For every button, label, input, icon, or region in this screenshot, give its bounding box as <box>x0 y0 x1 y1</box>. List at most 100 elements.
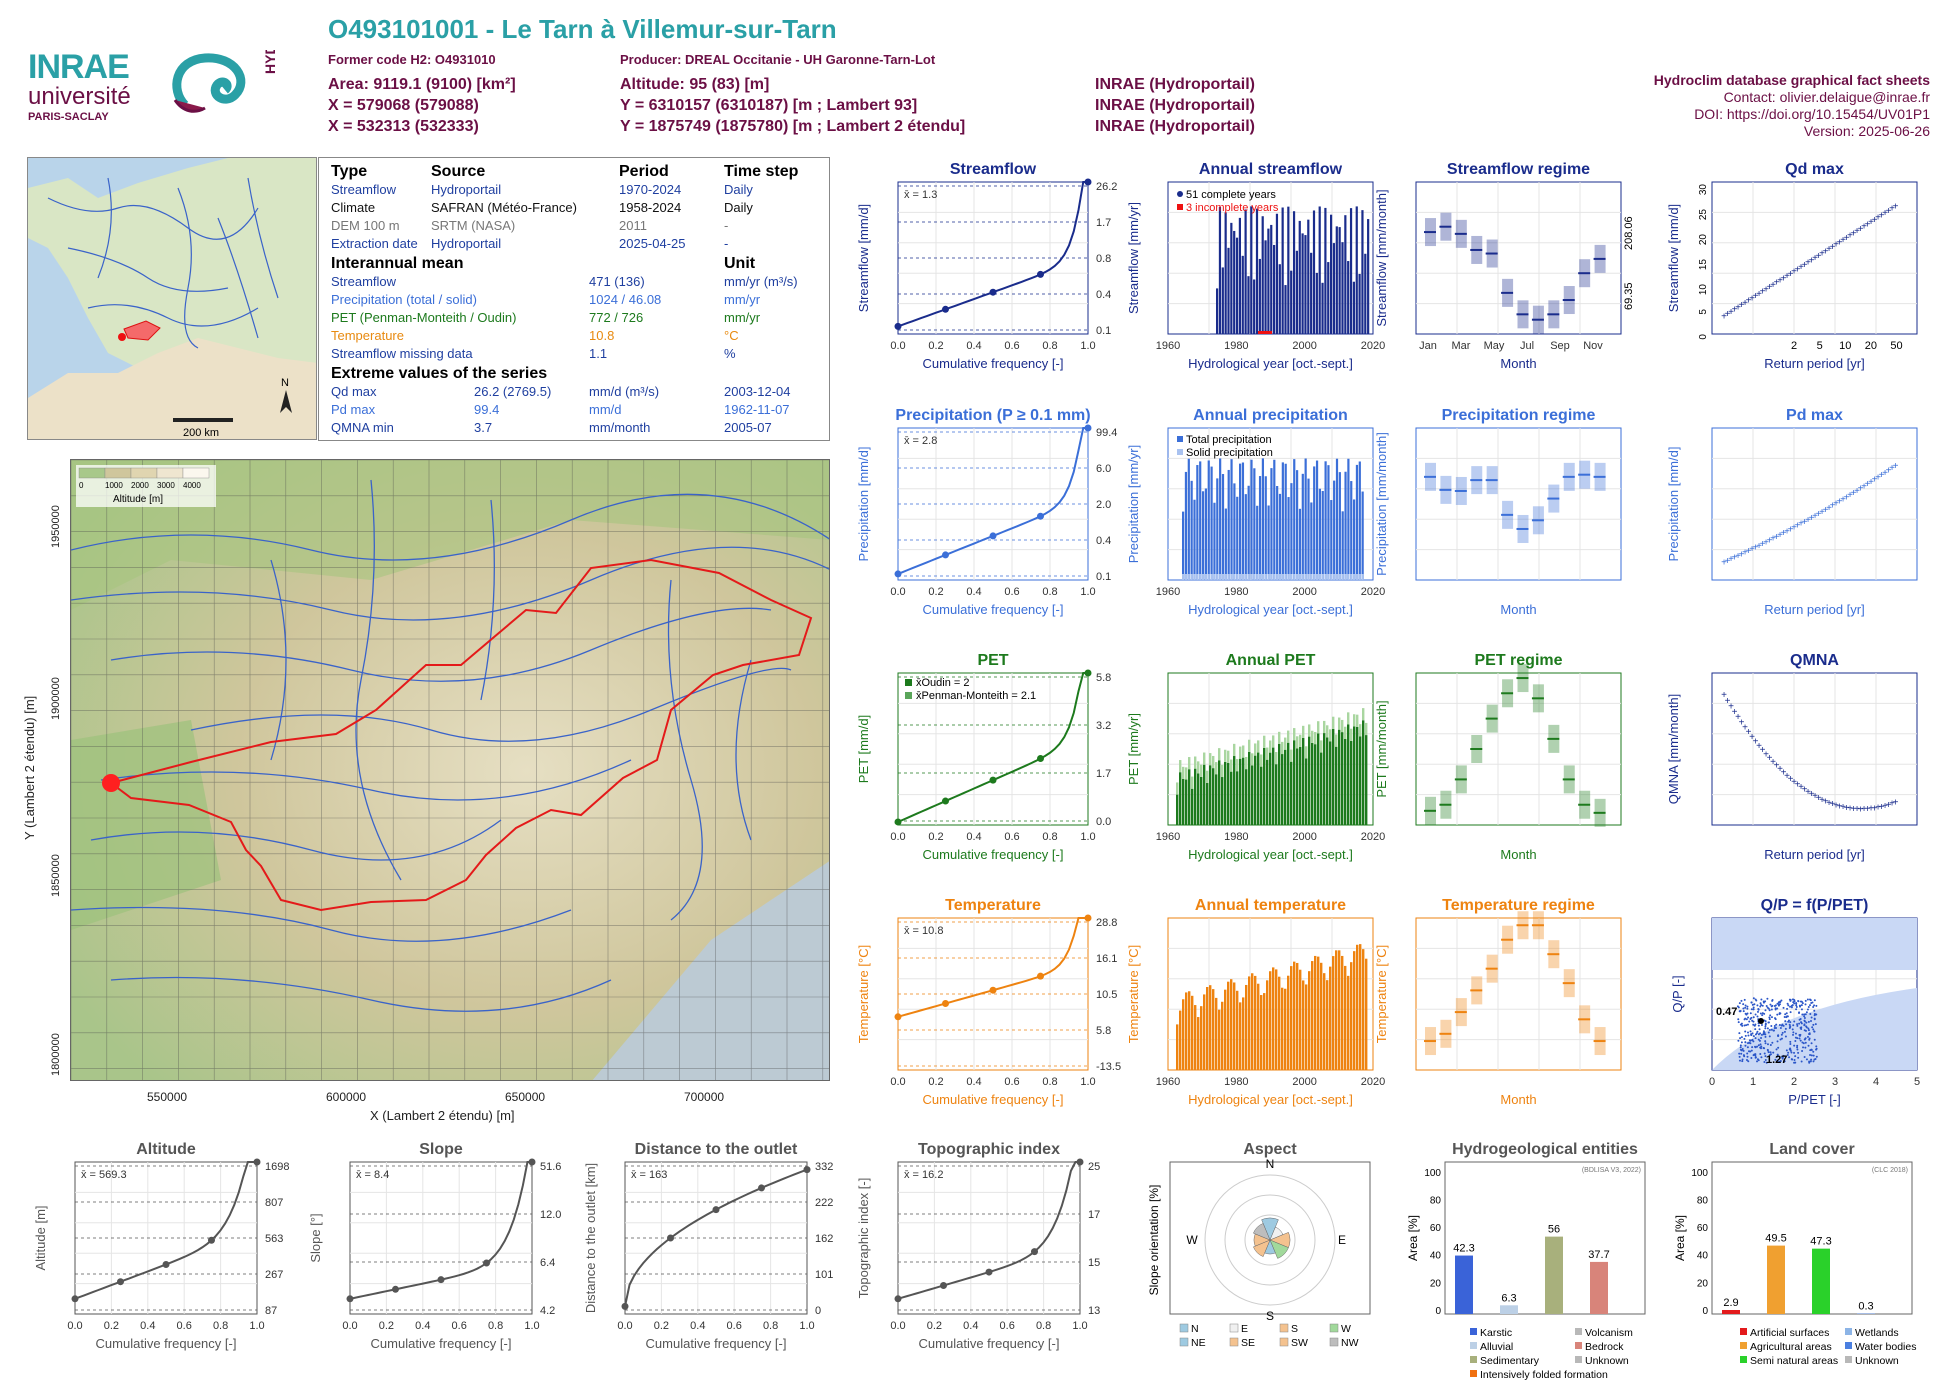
bar <box>1336 459 1338 580</box>
data-point <box>1793 1002 1795 1004</box>
data-point <box>1776 1014 1778 1016</box>
bar <box>1236 497 1238 580</box>
bar <box>1206 987 1208 1070</box>
compass-label: E <box>1338 1233 1346 1247</box>
x-tick: 0.4 <box>966 1076 981 1088</box>
chart-title: Precipitation (P ≥ 0.1 mm) <box>895 407 1090 424</box>
compass-label: S <box>1266 1309 1274 1323</box>
quantile-point <box>529 1159 536 1166</box>
quantile-point <box>713 1206 720 1213</box>
legend-swatch <box>1280 1324 1288 1332</box>
bar <box>1320 753 1322 825</box>
data-point <box>1784 1031 1786 1033</box>
bar-solid <box>1230 574 1232 580</box>
bar-solid <box>1347 574 1349 580</box>
bar <box>1365 959 1367 1070</box>
data-point <box>1806 1058 1808 1060</box>
bar <box>1254 756 1256 825</box>
x-tick: 2020 <box>1361 1076 1385 1088</box>
quantile-point <box>942 551 949 558</box>
bar <box>1191 789 1193 825</box>
bar-solid <box>1325 574 1327 580</box>
y-label: Precipitation [mm/month] <box>1374 432 1389 576</box>
bar <box>1188 991 1190 1070</box>
right-label: 1.7 <box>1096 217 1111 229</box>
bar <box>1203 994 1205 1070</box>
x-tick: 5 <box>1817 340 1823 352</box>
x-tick: Sep <box>1550 340 1570 352</box>
data-point <box>1810 1059 1812 1061</box>
y-label: Slope [°] <box>308 1213 323 1262</box>
bar <box>1225 212 1227 334</box>
bar <box>1267 229 1269 334</box>
bar <box>1305 758 1307 825</box>
data-point <box>1767 1027 1769 1029</box>
data-point <box>1767 1049 1769 1051</box>
data-point <box>1780 999 1782 1001</box>
chart-annual_precip: Annual precipitationHydrological year [o… <box>1126 407 1385 617</box>
bar-pm <box>1236 759 1238 771</box>
right-label: 4.2 <box>540 1305 555 1317</box>
bar <box>1290 762 1292 825</box>
chart-title: Annual precipitation <box>1193 407 1348 424</box>
data-point <box>1805 1003 1807 1005</box>
x-tick: 1960 <box>1156 340 1180 352</box>
bar <box>1284 989 1286 1070</box>
quantile-point <box>895 570 902 577</box>
data-point <box>1763 1013 1765 1015</box>
legend-label: S <box>1291 1323 1298 1335</box>
annot: 0.47 <box>1716 1006 1737 1018</box>
legend-swatch <box>1180 1324 1188 1332</box>
data-point <box>1792 1028 1794 1030</box>
bar-solid <box>1265 574 1267 580</box>
bar-pm <box>1332 717 1334 729</box>
legend-label: Solid precipitation <box>1186 447 1273 459</box>
bar-solid <box>1236 574 1238 580</box>
y-tick: 0 <box>1702 1306 1708 1317</box>
bar <box>1344 215 1346 334</box>
data-point <box>1759 1053 1761 1055</box>
data-point <box>1744 1018 1746 1020</box>
data-point <box>1789 1021 1791 1023</box>
quantile-point <box>895 818 902 825</box>
bar-solid <box>1322 574 1324 580</box>
bar-pm <box>1344 727 1346 739</box>
bar <box>1321 283 1323 334</box>
x-tick: 0.0 <box>67 1320 82 1332</box>
right-label: 13 <box>1088 1305 1100 1317</box>
bar-pm <box>1281 742 1283 754</box>
bar <box>1259 259 1261 334</box>
bar-pm <box>1284 738 1286 750</box>
bar <box>1216 288 1218 334</box>
data-point <box>1746 1052 1748 1054</box>
data-point <box>1805 1013 1807 1015</box>
data-point <box>1799 1006 1801 1008</box>
data-point <box>1796 1025 1798 1027</box>
right-label: 5.8 <box>1096 1025 1111 1037</box>
data-point <box>1764 1040 1766 1042</box>
chart-title: Streamflow regime <box>1447 161 1590 178</box>
data-point <box>1779 1003 1781 1005</box>
data-point <box>1786 1008 1788 1010</box>
x-tick: 1980 <box>1224 340 1248 352</box>
x-tick: 50 <box>1890 340 1902 352</box>
quantile-point <box>1037 513 1044 520</box>
y-label: Precipitation [mm/d] <box>1666 447 1681 562</box>
data-point <box>1777 1040 1779 1042</box>
bar <box>1341 956 1343 1070</box>
right-label: 28.8 <box>1096 917 1117 929</box>
data-point <box>1744 1045 1746 1047</box>
data-point <box>1747 1056 1749 1058</box>
bar-solid <box>1310 574 1312 580</box>
data-point <box>1808 1006 1810 1008</box>
bar <box>1722 1310 1740 1314</box>
x-tick: 0.0 <box>890 1320 905 1332</box>
bar <box>1323 733 1325 825</box>
bar-solid <box>1299 574 1301 580</box>
right-label: 10.5 <box>1096 989 1117 1001</box>
x-tick: 0.6 <box>1004 1076 1019 1088</box>
bar <box>1230 223 1232 334</box>
bar <box>1356 945 1358 1070</box>
data-point <box>1747 1035 1749 1037</box>
bar-solid <box>1239 574 1241 580</box>
